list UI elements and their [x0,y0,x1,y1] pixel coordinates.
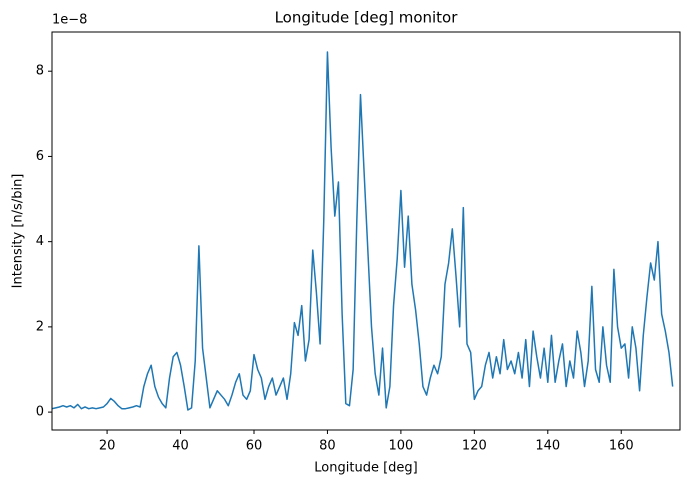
y-tick-label: 4 [36,234,44,249]
x-tick-label: 160 [609,439,634,454]
y-offset-label: 1e−8 [52,13,87,28]
y-axis-label: Intensity [n/s/bin] [11,174,26,289]
chart-title: Longitude [deg] monitor [275,9,459,27]
x-tick-label: 120 [462,439,487,454]
x-tick-label: 140 [535,439,560,454]
x-tick-label: 60 [246,439,263,454]
data-line [51,51,674,411]
x-axis-label: Longitude [deg] [314,461,417,476]
plot-frame [51,31,681,431]
x-tick-label: 100 [388,439,413,454]
y-tick-label: 6 [36,149,44,164]
y-tick-label: 2 [36,319,44,334]
x-tick-label: 40 [172,439,189,454]
y-tick-label: 0 [36,405,44,420]
y-tick-label: 8 [36,64,44,79]
x-tick-label: 20 [99,439,116,454]
x-tick-label: 80 [319,439,336,454]
